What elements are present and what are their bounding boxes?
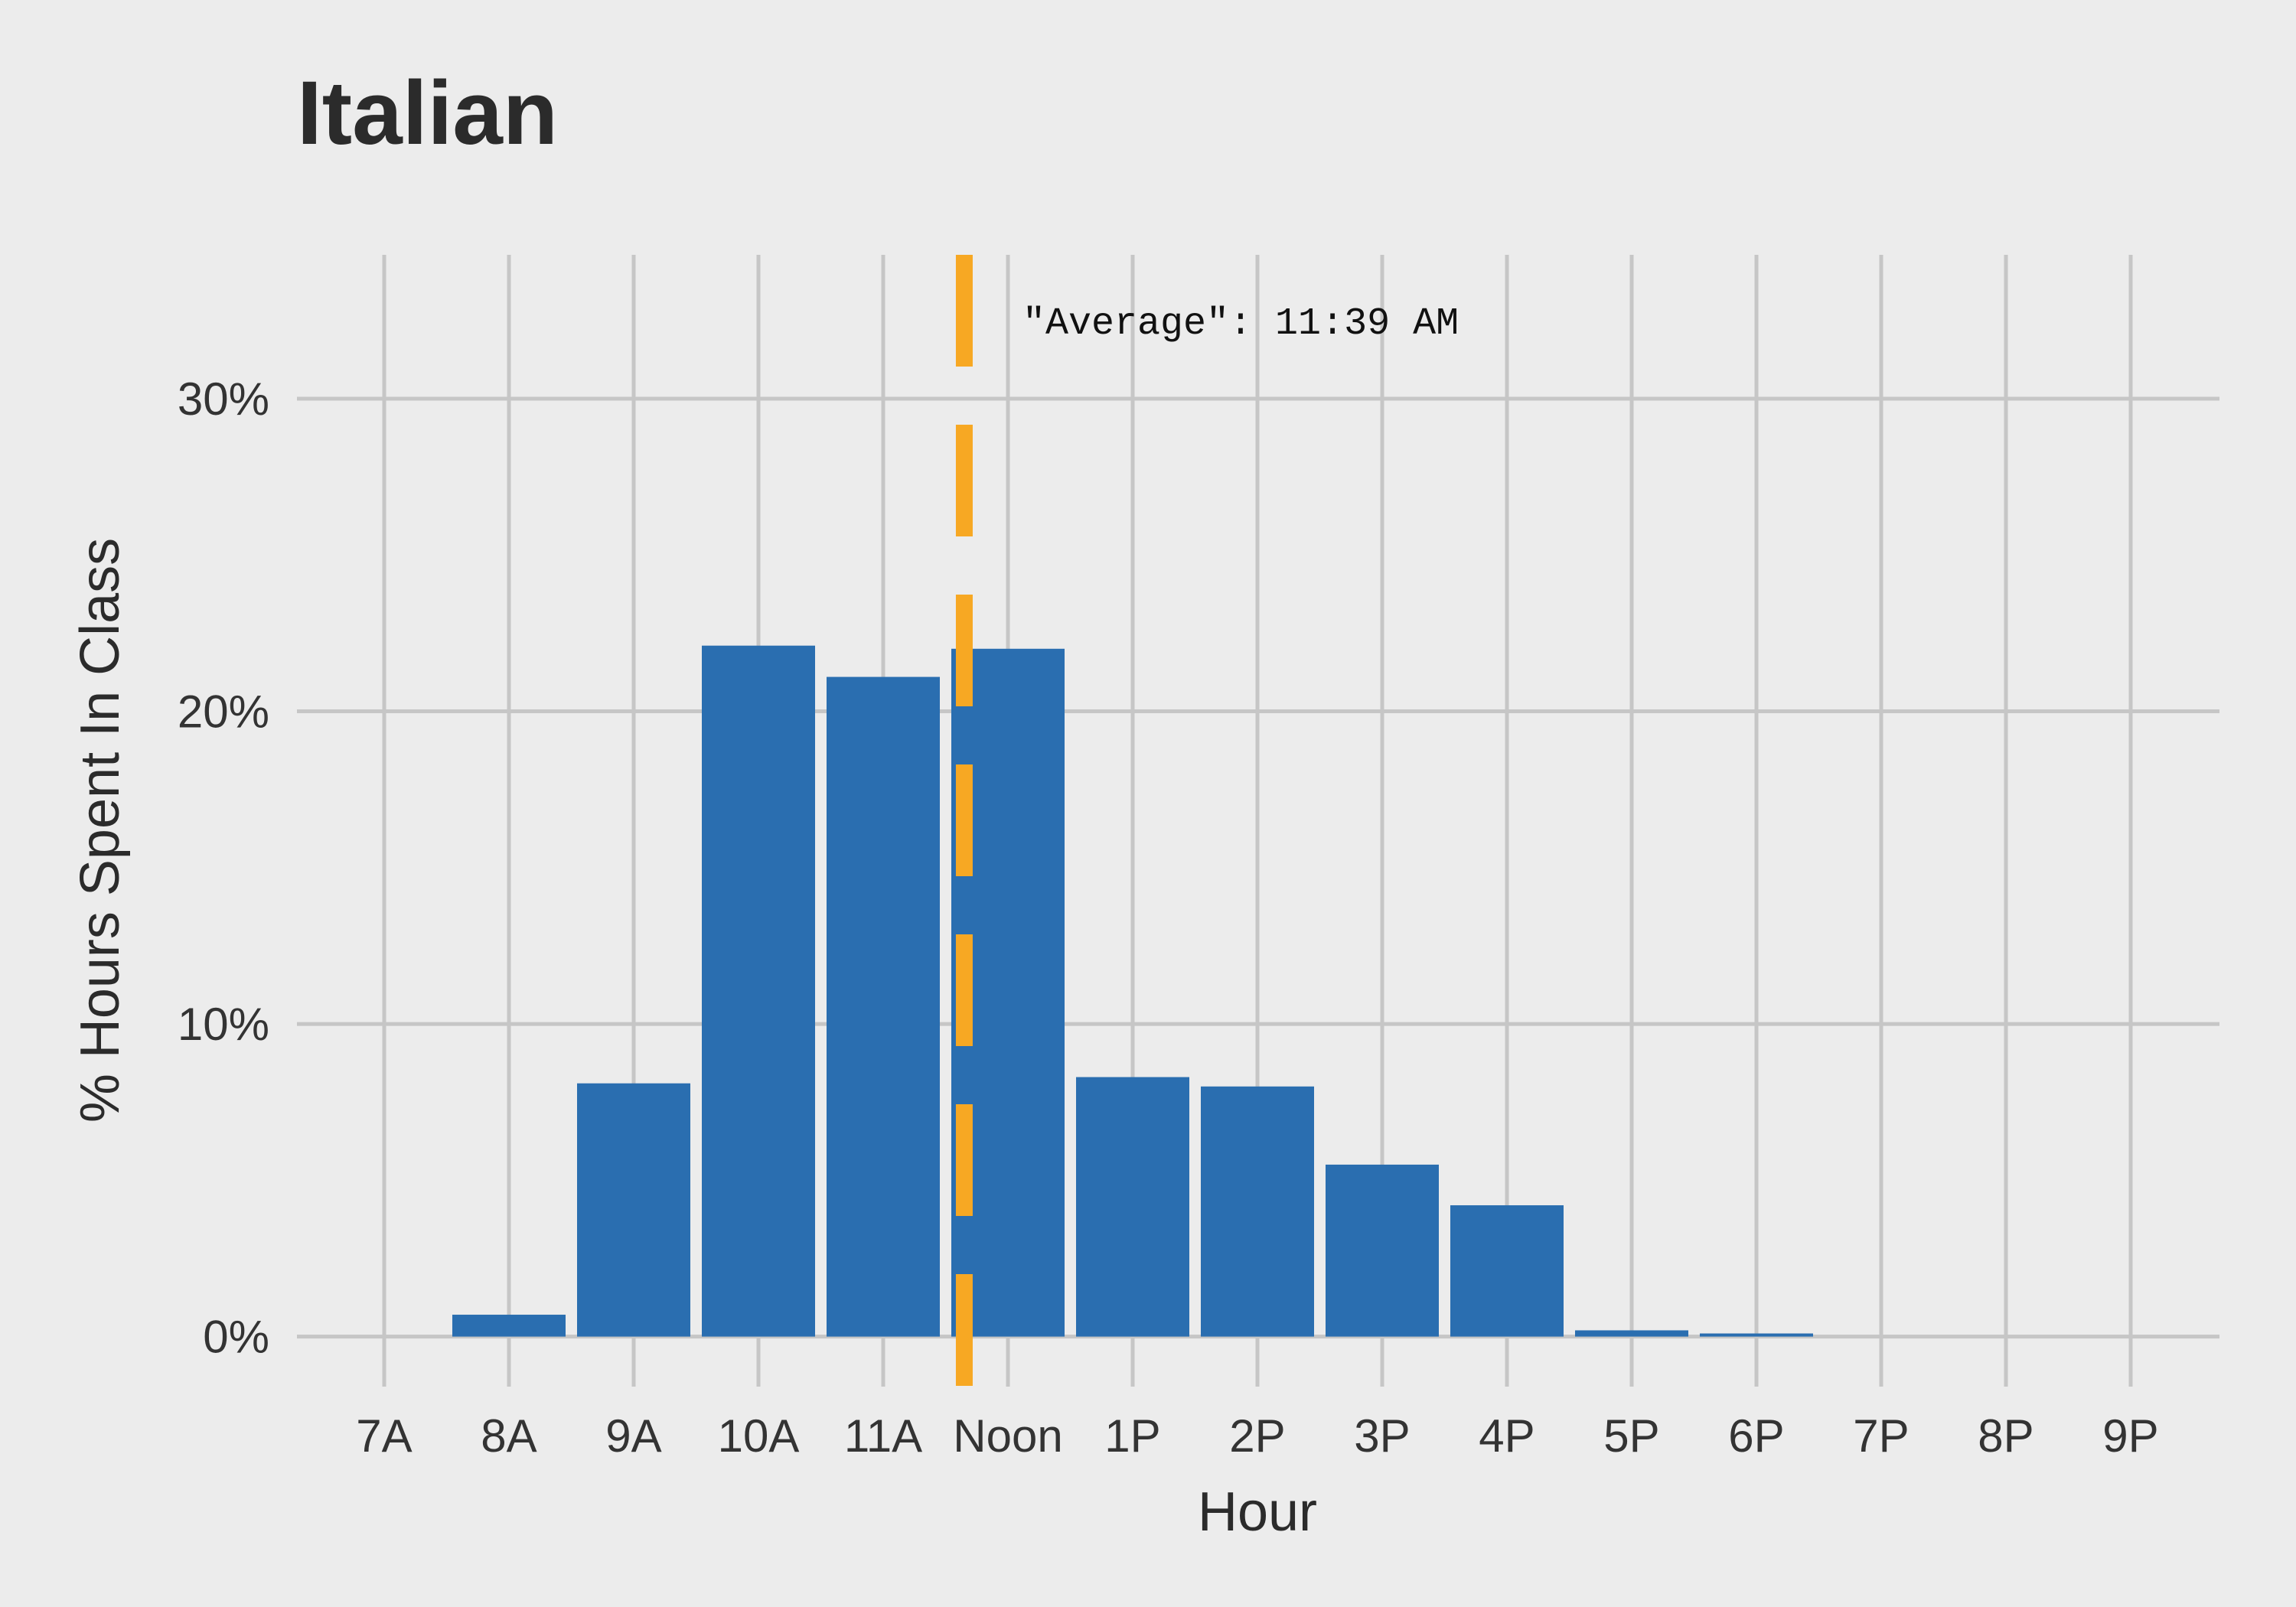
bar-9A	[577, 1083, 690, 1337]
bar-2P	[1201, 1086, 1314, 1337]
x-tick-label-9A: 9A	[605, 1410, 661, 1462]
chart-title: Italian	[297, 63, 558, 164]
x-tick-label-8P: 8P	[1978, 1410, 2033, 1462]
x-tick-label-3P: 3P	[1354, 1410, 1410, 1462]
bar-4P	[1450, 1205, 1564, 1337]
y-tick-label-0: 0%	[203, 1312, 269, 1363]
x-tick-label-7A: 7A	[356, 1410, 412, 1462]
x-axis-ticks: 7A 8A 9A 10A 11A Noon 1P 2P 3P 4P 5P 6P 7P 8P 9P	[356, 1410, 2158, 1462]
x-tick-label-4P: 4P	[1479, 1410, 1534, 1462]
bar-3P	[1326, 1164, 1439, 1337]
y-axis-ticks: 0% 10% 20% 30%	[178, 373, 269, 1363]
bar-1P	[1076, 1077, 1189, 1337]
bars	[452, 645, 1813, 1337]
x-tick-label-7P: 7P	[1853, 1410, 1909, 1462]
x-axis-title: Hour	[1198, 1482, 1317, 1543]
y-axis-title: % Hours Spent In Class	[70, 538, 131, 1123]
average-marker: "Average": 11:39 AM	[955, 255, 1459, 1387]
x-tick-label-2P: 2P	[1229, 1410, 1285, 1462]
x-tick-label-6P: 6P	[1728, 1410, 1784, 1462]
x-tick-label-10A: 10A	[718, 1410, 800, 1462]
bar-5P	[1575, 1330, 1688, 1337]
x-tick-label-5P: 5P	[1603, 1410, 1659, 1462]
x-tick-label-1P: 1P	[1104, 1410, 1160, 1462]
y-tick-label-2: 20%	[178, 686, 269, 738]
bar-11A	[827, 676, 940, 1337]
average-label: "Average": 11:39 AM	[1022, 302, 1459, 346]
bar-10A	[702, 645, 815, 1337]
x-tick-label-8A: 8A	[481, 1410, 536, 1462]
x-tick-label-9P: 9P	[2102, 1410, 2158, 1462]
x-tick-label-11A: 11A	[844, 1410, 922, 1462]
bar-6P	[1700, 1333, 1813, 1337]
y-tick-label-3: 30%	[178, 373, 269, 425]
y-tick-label-1: 10%	[178, 999, 269, 1050]
x-tick-label-Noon: Noon	[953, 1410, 1062, 1462]
bar-8A	[452, 1315, 566, 1337]
